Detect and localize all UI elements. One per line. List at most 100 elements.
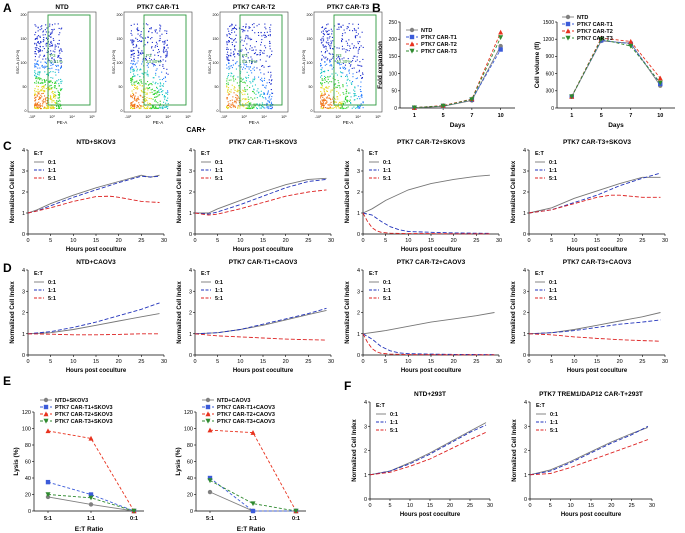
- flow-event-dot: [362, 73, 364, 75]
- panel-letter-a: A: [3, 1, 12, 15]
- flow-event-dot: [155, 72, 157, 74]
- flow-event-dot: [151, 106, 153, 108]
- flow-event-dot: [41, 64, 43, 66]
- y-axis-title: Lysis (%): [13, 447, 20, 475]
- flow-event-dot: [145, 107, 147, 109]
- flow-event-dot: [233, 88, 235, 90]
- flow-event-dot: [249, 66, 251, 68]
- flow-event-dot: [271, 107, 273, 109]
- flow-event-dot: [263, 50, 265, 52]
- flow-event-dot: [39, 50, 41, 52]
- flow-event-dot: [131, 34, 133, 36]
- flow-event-dot: [240, 77, 242, 79]
- flow-event-dot: [259, 103, 261, 105]
- flow-event-dot: [247, 93, 249, 95]
- flow-event-dot: [253, 26, 255, 28]
- flow-event-dot: [141, 72, 143, 74]
- x-tick-label: 0: [361, 359, 364, 365]
- gate-label: P3: [242, 53, 248, 58]
- flow-event-dot: [320, 91, 322, 93]
- flow-event-dot: [343, 29, 345, 31]
- flow-event-dot: [39, 82, 41, 84]
- legend-label: 5:1: [215, 296, 223, 302]
- y-tick-label: 0: [357, 353, 360, 359]
- flow-event-dot: [153, 58, 155, 60]
- flow-event-dot: [338, 55, 340, 57]
- flow-event-dot: [37, 88, 39, 90]
- flow-event-dot: [335, 101, 337, 103]
- flow-event-dot: [340, 75, 342, 77]
- flow-event-dot: [38, 64, 40, 66]
- flow-event-dot: [133, 89, 135, 91]
- flow-x-label: PE-A: [153, 120, 164, 125]
- flow-event-dot: [269, 65, 271, 67]
- x-tick-label: 25: [639, 359, 645, 365]
- flow-event-dot: [356, 59, 358, 61]
- flow-event-dot: [139, 79, 141, 81]
- flow-event-dot: [39, 106, 41, 108]
- data-point: [440, 103, 446, 109]
- x-tick-label: 15: [260, 238, 266, 244]
- y-tick-label: 20: [25, 493, 31, 499]
- flow-event-dot: [147, 89, 149, 91]
- flow-event-dot: [157, 83, 159, 85]
- flow-event-dot: [35, 63, 37, 65]
- flow-event-dot: [256, 25, 258, 27]
- flow-event-dot: [323, 33, 325, 35]
- flow-event-dot: [320, 102, 322, 104]
- flow-event-dot: [269, 108, 271, 110]
- flow-event-dot: [130, 107, 132, 109]
- flow-event-dot: [270, 103, 272, 105]
- flow-event-dot: [226, 105, 228, 107]
- flow-event-dot: [336, 58, 338, 60]
- flow-event-dot: [39, 104, 41, 106]
- flow-event-dot: [38, 50, 40, 52]
- flow-event-dot: [242, 81, 244, 83]
- flow-y-tick: 0: [25, 109, 27, 113]
- flow-event-dot: [350, 61, 352, 63]
- legend-label: PTK7 CAR-T2: [421, 42, 457, 48]
- flow-event-dot: [35, 90, 37, 92]
- flow-event-dot: [164, 76, 166, 78]
- flow-event-dot: [249, 66, 251, 68]
- flow-event-dot: [245, 47, 247, 49]
- flow-event-dot: [54, 81, 56, 83]
- flow-x-tick: 10³: [241, 115, 247, 119]
- flow-event-dot: [253, 92, 255, 94]
- flow-event-dot: [343, 57, 345, 59]
- flow-event-dot: [356, 107, 358, 109]
- flow-event-dot: [256, 90, 258, 92]
- flow-event-dot: [164, 77, 166, 79]
- flow-event-dot: [228, 92, 230, 94]
- flow-event-dot: [326, 42, 328, 44]
- flow-event-dot: [49, 85, 51, 87]
- flow-event-dot: [236, 61, 238, 63]
- flow-event-dot: [46, 65, 48, 67]
- flow-event-dot: [38, 98, 40, 100]
- flow-event-dot: [332, 89, 334, 91]
- flow-event-dot: [256, 107, 258, 109]
- flow-event-dot: [50, 53, 52, 55]
- flow-event-dot: [264, 32, 266, 34]
- x-tick-label: 5: [384, 359, 387, 365]
- legend-title: E:T: [535, 271, 545, 277]
- flow-event-dot: [156, 91, 158, 93]
- flow-event-dot: [244, 64, 246, 66]
- flow-event-dot: [334, 60, 336, 62]
- flow-event-dot: [165, 49, 167, 51]
- flow-event-dot: [164, 98, 166, 100]
- flow-event-dot: [337, 105, 339, 107]
- flow-event-dot: [321, 41, 323, 43]
- flow-event-dot: [264, 36, 266, 38]
- y-tick-label: 3: [189, 169, 192, 175]
- flow-event-dot: [338, 85, 340, 87]
- x-tick-label: 25: [138, 359, 144, 365]
- flow-event-dot: [161, 91, 163, 93]
- flow-event-dot: [148, 102, 150, 104]
- legend-label: PTK7 CAR-T1: [421, 35, 457, 41]
- panel-letter-e: E: [3, 374, 11, 388]
- flow-event-dot: [241, 49, 243, 51]
- flow-event-dot: [145, 99, 147, 101]
- flow-event-dot: [342, 66, 344, 68]
- flow-event-dot: [136, 80, 138, 82]
